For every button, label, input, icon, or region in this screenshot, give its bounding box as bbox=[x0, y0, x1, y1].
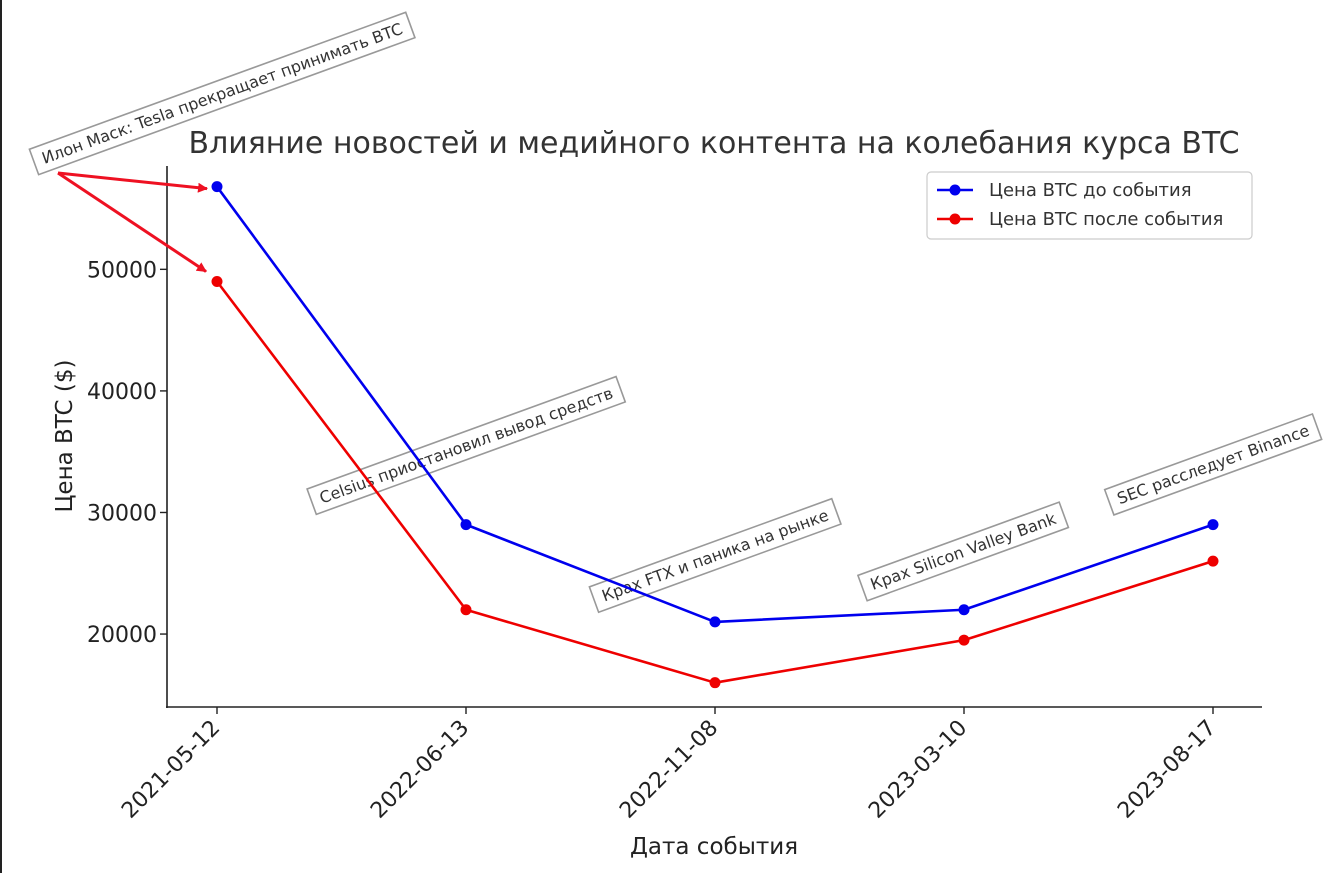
data-point bbox=[709, 677, 721, 689]
legend-label: Цена BTC после события bbox=[989, 209, 1223, 230]
series-group bbox=[211, 181, 1219, 689]
annotation-box: Celsius приостановил вывод средств bbox=[306, 375, 627, 516]
data-point bbox=[958, 604, 970, 616]
annotation-frame bbox=[856, 501, 1070, 602]
ticks: 20000 30000 40000 50000 2021-05-12 2022-06-13… bbox=[87, 258, 1221, 823]
x-tick-label: 2022-06-13 bbox=[366, 716, 474, 824]
annotation-text: Крах Silicon Valley Bank bbox=[868, 509, 1060, 594]
annotation-frame bbox=[588, 497, 842, 614]
y-tick-label: 40000 bbox=[87, 380, 157, 405]
x-axis-label: Дата события bbox=[630, 834, 798, 860]
annotation-text: Celsius приостановил вывод средств bbox=[317, 383, 616, 507]
legend-frame bbox=[926, 171, 1253, 240]
chart-title: Влияние новостей и медийного контента на… bbox=[188, 126, 1239, 161]
x-tick-label: 2022-11-08 bbox=[615, 716, 723, 824]
data-point bbox=[460, 604, 472, 616]
legend-label: Цена BTC до события bbox=[989, 180, 1192, 201]
data-point bbox=[958, 634, 970, 646]
annotation-box: Крах FTX и паника на рынке bbox=[588, 497, 842, 614]
annotation-frame bbox=[28, 11, 416, 176]
y-tick-label: 50000 bbox=[87, 258, 157, 283]
x-tick-label: 2023-03-10 bbox=[864, 716, 972, 824]
y-axis-label: Цена BTC ($) bbox=[52, 360, 78, 513]
y-tick-label: 20000 bbox=[87, 623, 157, 648]
annotation-text: SEC расследует Binance bbox=[1115, 421, 1312, 508]
data-point bbox=[1207, 555, 1219, 567]
annotation-arrow bbox=[57, 171, 208, 193]
axes bbox=[166, 166, 1262, 708]
annotation-box: SEC расследует Binance bbox=[1103, 412, 1323, 516]
y-tick-label: 30000 bbox=[87, 501, 157, 526]
data-point bbox=[211, 275, 223, 287]
x-tick-label: 2021-05-12 bbox=[117, 716, 225, 824]
annotation-arrow bbox=[57, 171, 207, 273]
annotation-frame bbox=[306, 375, 627, 516]
legend: Цена BTC до события Цена BTC после событи… bbox=[926, 171, 1253, 240]
data-point bbox=[460, 519, 472, 531]
data-point bbox=[1207, 519, 1219, 531]
annotations: Илон Маск: Tesla прекращает принимать BT… bbox=[28, 11, 1323, 614]
legend-marker bbox=[949, 184, 961, 196]
data-point bbox=[211, 181, 223, 193]
data-point bbox=[709, 616, 721, 628]
legend-marker bbox=[949, 213, 961, 225]
x-tick-label: 2023-08-17 bbox=[1113, 716, 1221, 824]
annotation-frame bbox=[1103, 412, 1323, 516]
